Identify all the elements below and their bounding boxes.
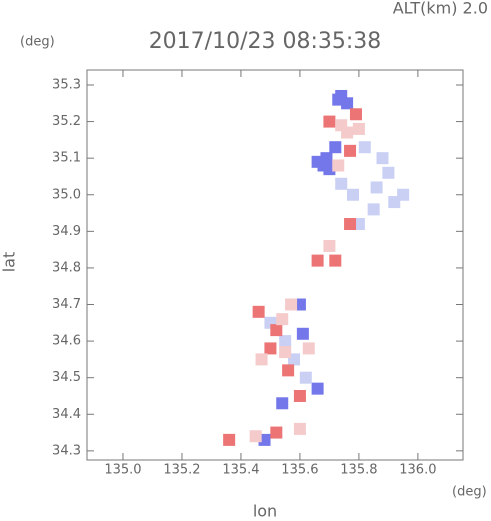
echo-patch [341, 97, 354, 110]
echo-patch [276, 397, 289, 410]
altitude-label: ALT(km) 2.0 [393, 0, 488, 18]
y-tick-label: 35.0 [52, 187, 81, 202]
echo-patch [311, 155, 324, 168]
echo-patch [282, 364, 295, 377]
x-tick-label: 135.8 [340, 463, 377, 478]
echo-patch [329, 254, 342, 267]
echo-patch [279, 335, 292, 348]
echo-patch [311, 254, 324, 267]
y-tick-label: 34.5 [52, 370, 81, 385]
y-tick-label: 34.7 [52, 297, 81, 312]
echo-patch [323, 115, 336, 128]
y-tick-label: 34.9 [52, 224, 81, 239]
echo-patch [358, 141, 371, 154]
echo-patch [279, 346, 292, 359]
echo-patch [293, 389, 306, 402]
y-tick-label: 35.2 [52, 114, 81, 129]
y-tick-label: 35.1 [52, 151, 81, 166]
echo-patch [255, 353, 268, 366]
x-tick-label: 136.0 [399, 463, 436, 478]
echo-patch [335, 177, 348, 190]
x-tick-label: 135.4 [222, 463, 259, 478]
echo-patch [347, 188, 360, 201]
echo-patch [270, 324, 283, 337]
echo-patch [344, 144, 357, 157]
echo-patch [332, 159, 345, 172]
echo-patch [270, 426, 283, 439]
echo-patch [370, 181, 383, 194]
echo-patch [264, 342, 277, 355]
x-unit: (deg) [452, 485, 487, 500]
echo-patch [382, 166, 395, 179]
echo-patch [296, 327, 309, 340]
y-tick-label: 34.4 [52, 407, 81, 422]
y-tick-label: 34.6 [52, 334, 81, 349]
x-tick-label: 135.0 [104, 463, 141, 478]
y-tick-label: 34.3 [52, 443, 81, 458]
echo-patch [302, 342, 315, 355]
echo-patch [249, 430, 262, 443]
echo-patch [349, 108, 362, 121]
echo-patch [329, 141, 342, 154]
echo-patch [376, 152, 389, 165]
echo-patch [285, 298, 298, 311]
y-axis-label: lat [0, 252, 19, 273]
echo-patch [352, 122, 365, 135]
echo-patch [252, 305, 265, 318]
x-tick-label: 135.2 [163, 463, 200, 478]
echo-patch [293, 422, 306, 435]
y-tick-label: 35.3 [52, 78, 81, 93]
x-tick-label: 135.6 [281, 463, 318, 478]
echo-patch [367, 203, 380, 216]
echo-patch [223, 433, 236, 446]
echo-patch [344, 218, 357, 231]
echo-patch [397, 188, 410, 201]
echo-patch [276, 313, 289, 326]
echo-patch [299, 371, 312, 384]
chart-title: 2017/10/23 08:35:38 [149, 29, 382, 54]
plot-frame [86, 69, 464, 461]
echo-patch [323, 239, 336, 252]
x-axis-label: lon [253, 502, 277, 521]
echo-patch [335, 119, 348, 132]
echo-patch [311, 382, 324, 395]
y-tick-label: 34.8 [52, 260, 81, 275]
y-unit: (deg) [20, 35, 55, 50]
